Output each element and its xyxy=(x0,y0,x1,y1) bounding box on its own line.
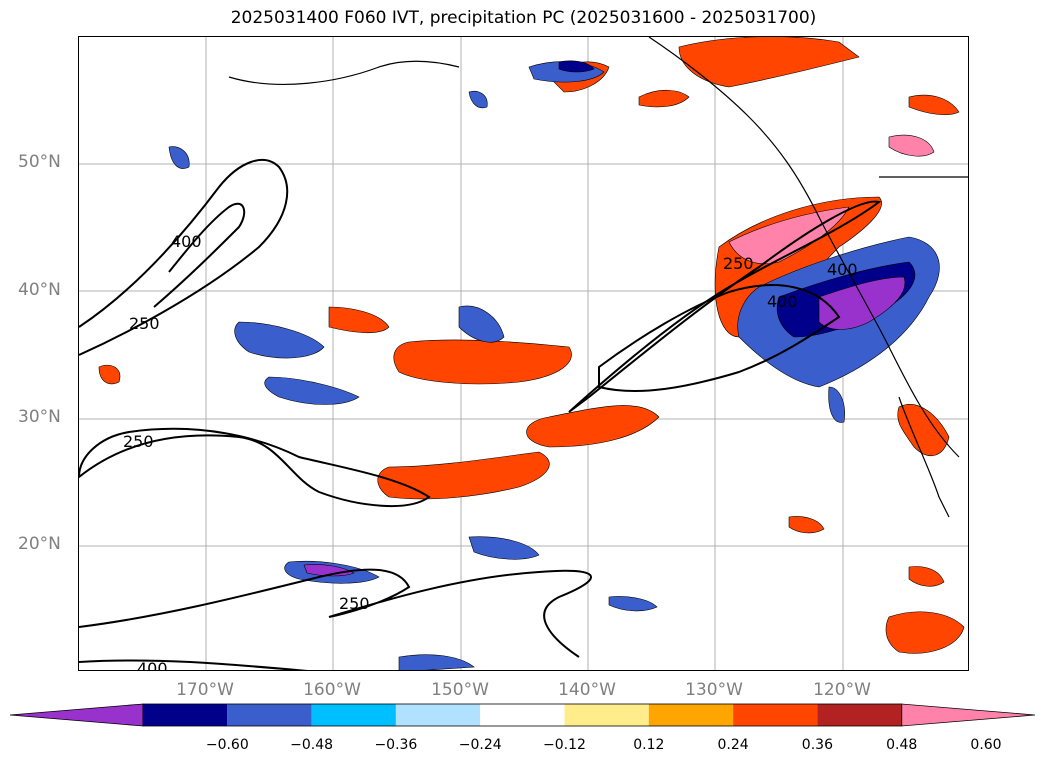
colorbar-extend-low xyxy=(10,703,144,727)
colorbar-tick-label: 0.36 xyxy=(801,737,833,753)
colorbar-tick-label: 0.60 xyxy=(970,737,1002,753)
contour-label-400-d: 400 xyxy=(137,659,168,671)
lon-label-120w: 120°W xyxy=(813,680,871,700)
colorbar-extend-high xyxy=(901,703,1036,727)
map-canvas: 400 250 250 400 400 250 250 400 xyxy=(79,37,968,671)
contour-label-250-a: 250 xyxy=(129,314,160,333)
colorbar-tick-label: −0.36 xyxy=(374,737,418,753)
colorbar-border xyxy=(142,703,903,727)
contour-label-400-b: 400 xyxy=(827,260,858,279)
contour-label-250-b: 250 xyxy=(723,254,754,273)
colorbar-tick-label: −0.12 xyxy=(543,737,586,753)
contour-label-400-c: 400 xyxy=(767,292,798,311)
colorbar-segment xyxy=(311,704,396,726)
ivt-contours xyxy=(79,158,882,670)
lon-label-160w: 160°W xyxy=(303,680,361,700)
colorbar-tick-label: 0.12 xyxy=(633,737,665,753)
colorbar-segment xyxy=(227,704,312,726)
colorbar-tick-label: −0.60 xyxy=(205,737,249,753)
coastlines xyxy=(228,37,968,518)
map-panel: 400 250 250 400 400 250 250 400 xyxy=(78,36,969,671)
graticule xyxy=(79,37,968,670)
colorbar-tick-label: 0.48 xyxy=(886,737,918,753)
colorbar-tick-label: 0.24 xyxy=(717,737,749,753)
colorbar-segment xyxy=(143,704,228,726)
lon-label-150w: 150°W xyxy=(431,680,489,700)
contour-label-400-a: 400 xyxy=(171,232,202,251)
lat-label-30n: 30°N xyxy=(18,407,61,427)
lat-label-40n: 40°N xyxy=(18,280,61,300)
precip-negative-patches xyxy=(168,60,940,670)
colorbar-tick-label: −0.24 xyxy=(458,737,502,753)
lat-label-20n: 20°N xyxy=(18,534,61,554)
contour-label-250-c: 250 xyxy=(123,432,154,451)
lon-label-130w: 130°W xyxy=(685,680,743,700)
map-title: 2025031400 F060 IVT, precipitation PC (2… xyxy=(230,8,817,28)
lon-label-140w: 140°W xyxy=(558,680,616,700)
contour-label-250-d: 250 xyxy=(339,594,370,613)
colorbar xyxy=(10,703,1036,727)
contour-labels: 400 250 250 400 400 250 250 400 xyxy=(123,232,858,671)
colorbar-segment xyxy=(817,704,902,726)
colorbar-segment xyxy=(480,704,565,726)
lon-label-170w: 170°W xyxy=(176,680,234,700)
colorbar-tick-label: −0.48 xyxy=(290,737,334,753)
lat-label-50n: 50°N xyxy=(18,152,61,172)
colorbar-segment xyxy=(395,704,481,726)
colorbar-segment xyxy=(733,704,818,726)
colorbar-segment xyxy=(564,704,649,726)
colorbar-segment xyxy=(648,704,734,726)
